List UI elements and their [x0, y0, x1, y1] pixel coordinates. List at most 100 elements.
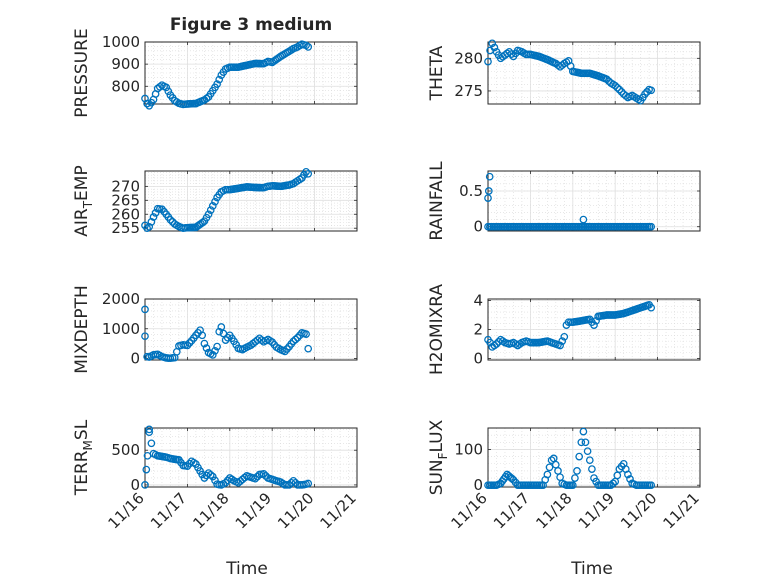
data-markers	[484, 427, 656, 490]
data-point	[198, 218, 207, 227]
data-point	[579, 427, 588, 436]
y-axis-label: AIRTEMP	[72, 165, 95, 236]
y-tick-label: 0	[473, 218, 483, 236]
data-markers	[484, 39, 656, 105]
x-tick-label: 11/16	[105, 489, 148, 532]
data-point	[609, 479, 617, 488]
y-tick-label: 265	[111, 191, 140, 209]
data-point	[503, 49, 511, 58]
data-point	[198, 331, 207, 340]
data-point	[211, 346, 219, 355]
y-tick-label: 1000	[102, 33, 140, 51]
y-axis-label: SUNFLUX	[427, 419, 450, 495]
y-tick-label: 1000	[102, 320, 140, 338]
data-point	[145, 428, 154, 437]
data-point	[206, 471, 215, 479]
data-point	[484, 194, 492, 202]
y-tick-label: 0	[473, 476, 483, 494]
data-point	[585, 456, 594, 465]
data-point	[164, 87, 173, 96]
data-point	[647, 86, 656, 95]
data-point	[147, 439, 156, 448]
data-point	[259, 469, 268, 478]
data-point	[143, 99, 151, 108]
y-tick-label: 0	[473, 350, 483, 368]
y-tick-label: 2	[473, 321, 483, 339]
y-tick-label: 4	[473, 291, 483, 309]
y-tick-label: 500	[111, 441, 140, 459]
data-point	[613, 83, 622, 92]
y-tick-label: 270	[111, 177, 140, 195]
data-point	[624, 470, 632, 479]
data-point	[647, 481, 656, 490]
data-markers	[141, 305, 313, 363]
x-tick-label: 11/16	[448, 489, 491, 532]
y-axis-label: H2OMIXRA	[427, 284, 447, 375]
data-point	[484, 187, 493, 195]
data-point	[141, 305, 149, 314]
data-point	[558, 337, 567, 345]
x-tick-label: 11/18	[532, 489, 575, 532]
data-point	[304, 479, 313, 488]
data-point	[615, 85, 624, 94]
data-point	[547, 456, 556, 465]
data-point	[647, 303, 656, 312]
y-tick-label: 2000	[102, 290, 140, 308]
axes-box	[487, 41, 701, 105]
data-point	[166, 215, 175, 224]
data-point	[579, 215, 588, 224]
y-axis-label: TERRMSL	[72, 419, 95, 496]
data-point	[202, 344, 211, 352]
x-tick-label: 11/17	[490, 489, 533, 532]
data-point	[485, 172, 494, 181]
data-point	[543, 470, 552, 479]
y-tick-label: 0	[130, 476, 140, 494]
data-point	[556, 341, 564, 350]
data-point	[291, 335, 300, 344]
x-tick-label: 11/20	[617, 489, 660, 532]
data-point	[647, 222, 656, 231]
axes-box	[144, 298, 358, 361]
figure-title: Figure 3 medium	[170, 15, 332, 35]
y-tick-label: 100	[454, 440, 483, 458]
data-point	[149, 213, 158, 221]
plot-area	[145, 299, 357, 360]
y-axis-label: MIXDEPTH	[72, 285, 92, 374]
data-point	[583, 447, 592, 456]
subplot-pressure: 800 900 1000 PRESSURE	[72, 28, 358, 118]
axes-box	[487, 427, 701, 488]
data-point	[208, 472, 217, 481]
data-point	[151, 209, 160, 217]
data-point	[217, 323, 226, 331]
plot-area	[488, 171, 700, 231]
x-tick-label: 11/17	[147, 489, 190, 532]
y-tick-label: 900	[111, 55, 140, 73]
data-point	[215, 75, 224, 84]
data-point	[200, 339, 209, 348]
data-markers	[141, 425, 313, 489]
subplot-h2omixra: 0 2 4 H2OMIXRA	[427, 284, 701, 375]
x-axis-label: Time	[570, 559, 613, 579]
data-point	[643, 88, 651, 96]
data-point	[490, 43, 499, 52]
data-point	[141, 481, 149, 489]
data-point	[626, 475, 634, 483]
data-markers	[484, 300, 656, 351]
subplot-theta: 275 280 THETA	[427, 39, 701, 105]
data-point	[588, 465, 596, 473]
y-tick-label: 280	[454, 49, 483, 67]
x-tick-label: 11/19	[232, 489, 275, 532]
data-point	[573, 467, 581, 475]
subplot-mixdepth: 0 1000 2000 MIXDEPTH	[72, 285, 358, 374]
data-point	[492, 340, 501, 348]
x-tick-label: 11/18	[189, 489, 232, 532]
data-point	[545, 463, 554, 472]
data-point	[611, 81, 620, 90]
data-point	[602, 75, 611, 84]
y-tick-label: 255	[111, 219, 140, 237]
axes-box	[144, 170, 358, 232]
